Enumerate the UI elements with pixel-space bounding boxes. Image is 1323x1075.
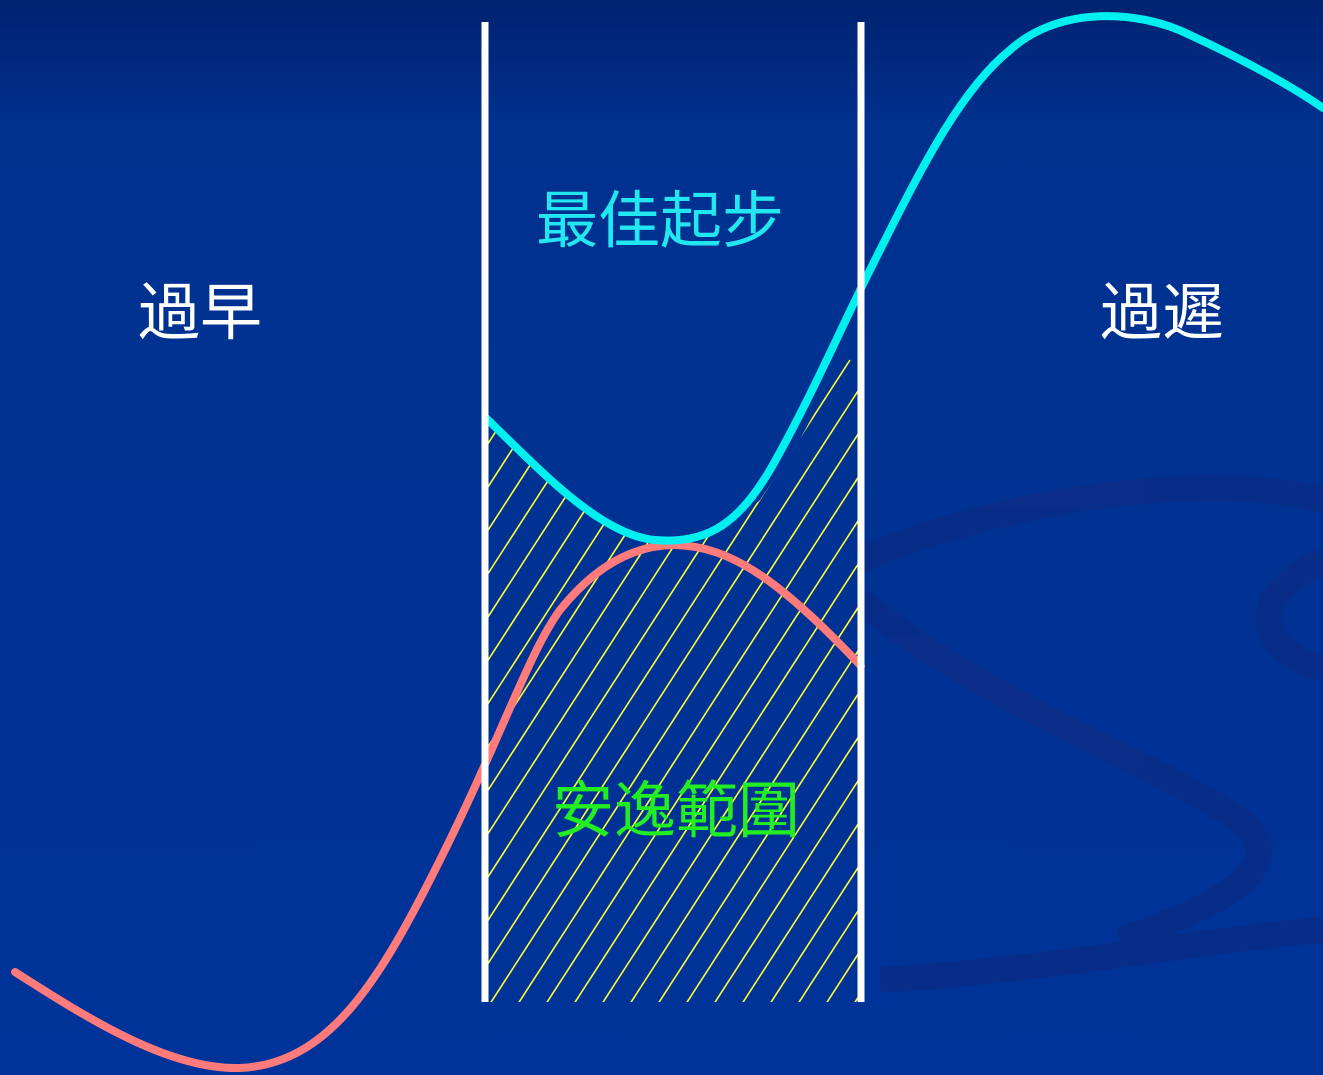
hatch-line [541, 359, 861, 1002]
hatch-line [513, 359, 861, 1002]
hatch-line [681, 359, 861, 1002]
hatch-line [709, 359, 861, 1002]
hatch-line [569, 359, 861, 1002]
hatch-line [737, 359, 861, 1002]
hatch-line [486, 359, 571, 1002]
label-comfort-zone: 安逸範圍 [552, 774, 801, 847]
hatch-line [597, 359, 861, 1002]
label-best-start: 最佳起步 [536, 184, 785, 257]
hatch-line [486, 359, 599, 1002]
label-too-early: 過早 [138, 276, 263, 349]
hatch-line [765, 359, 861, 1002]
hatch-line [653, 359, 861, 1002]
background-swirl [851, 475, 1323, 993]
cyan-curve [482, 12, 1323, 545]
hatch-line [486, 359, 861, 1002]
hatch-line [625, 359, 861, 1002]
label-too-late: 過遲 [1100, 276, 1225, 349]
red-curve [11, 540, 865, 1073]
hatch-line [486, 359, 861, 1002]
